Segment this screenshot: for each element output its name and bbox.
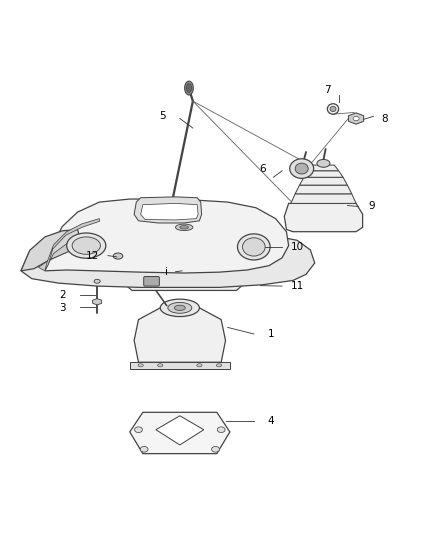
Polygon shape xyxy=(21,230,82,271)
Ellipse shape xyxy=(158,364,163,367)
Ellipse shape xyxy=(212,447,219,452)
Polygon shape xyxy=(141,204,198,220)
Polygon shape xyxy=(130,413,230,454)
Polygon shape xyxy=(284,204,363,232)
Ellipse shape xyxy=(197,364,202,367)
Polygon shape xyxy=(132,228,237,262)
Polygon shape xyxy=(39,239,82,271)
Ellipse shape xyxy=(327,104,339,114)
Ellipse shape xyxy=(138,364,143,367)
Polygon shape xyxy=(156,416,204,445)
Ellipse shape xyxy=(186,84,191,92)
Ellipse shape xyxy=(216,364,222,367)
Polygon shape xyxy=(304,171,343,177)
Text: 11: 11 xyxy=(291,281,304,291)
Text: 3: 3 xyxy=(59,303,66,313)
Ellipse shape xyxy=(160,220,208,235)
Ellipse shape xyxy=(67,233,106,258)
Text: 8: 8 xyxy=(381,115,388,124)
Polygon shape xyxy=(134,308,226,362)
Ellipse shape xyxy=(160,299,199,317)
Text: 9: 9 xyxy=(368,201,374,212)
Text: 5: 5 xyxy=(159,111,166,122)
Polygon shape xyxy=(134,197,201,223)
Polygon shape xyxy=(291,194,356,204)
Text: 10: 10 xyxy=(291,242,304,252)
Ellipse shape xyxy=(94,279,100,283)
Ellipse shape xyxy=(174,305,185,310)
Polygon shape xyxy=(45,219,100,271)
Ellipse shape xyxy=(132,246,237,263)
Ellipse shape xyxy=(217,427,225,433)
Polygon shape xyxy=(349,113,364,124)
Polygon shape xyxy=(300,177,347,185)
Ellipse shape xyxy=(290,159,314,179)
Ellipse shape xyxy=(176,224,193,231)
Ellipse shape xyxy=(168,302,192,313)
Text: 12: 12 xyxy=(86,251,99,261)
Polygon shape xyxy=(45,199,289,273)
Polygon shape xyxy=(308,165,339,171)
Polygon shape xyxy=(21,232,315,287)
Text: 2: 2 xyxy=(59,290,66,300)
FancyBboxPatch shape xyxy=(144,277,159,286)
Polygon shape xyxy=(92,298,102,305)
Polygon shape xyxy=(117,254,252,290)
Ellipse shape xyxy=(113,253,123,259)
Text: 4: 4 xyxy=(268,416,275,426)
Ellipse shape xyxy=(353,116,359,120)
Text: i: i xyxy=(165,266,168,277)
Ellipse shape xyxy=(237,234,270,260)
Ellipse shape xyxy=(180,225,188,229)
Polygon shape xyxy=(130,362,230,369)
Text: 1: 1 xyxy=(268,329,275,339)
Text: 7: 7 xyxy=(325,85,331,95)
Text: 6: 6 xyxy=(259,164,266,174)
Ellipse shape xyxy=(185,81,193,95)
Ellipse shape xyxy=(140,447,148,452)
Ellipse shape xyxy=(243,238,265,256)
Ellipse shape xyxy=(330,107,336,111)
Ellipse shape xyxy=(317,159,330,167)
Ellipse shape xyxy=(295,163,308,174)
Ellipse shape xyxy=(72,237,100,254)
Polygon shape xyxy=(295,185,352,194)
Ellipse shape xyxy=(134,427,142,433)
